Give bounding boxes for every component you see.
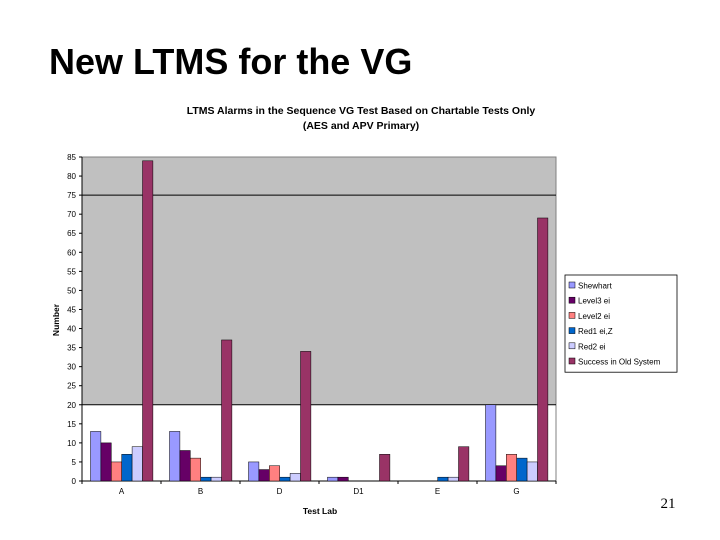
chart-subtitle: (AES and APV Primary): [303, 120, 419, 132]
bar: [327, 476, 339, 482]
bar: [485, 404, 497, 482]
bar: [379, 454, 391, 482]
bar: [458, 446, 470, 482]
legend-label: Red2 ei: [578, 342, 606, 351]
bar: [111, 461, 122, 482]
legend-label: Red1 ei,Z: [578, 327, 613, 336]
bar: [447, 476, 459, 482]
y-tick-label: 85: [67, 153, 76, 162]
legend-label: Level3 ei: [578, 297, 610, 306]
bar: [131, 446, 143, 482]
y-tick-label: 40: [67, 325, 76, 334]
y-tick-label: 50: [67, 286, 76, 295]
x-tick-label: D: [277, 487, 283, 496]
y-tick-label: 60: [67, 248, 76, 257]
bar: [537, 217, 549, 482]
y-tick-label: 10: [67, 439, 76, 448]
bar: [269, 465, 280, 482]
y-tick-label: 30: [67, 363, 76, 372]
x-tick-label: B: [198, 487, 203, 496]
legend-box: [564, 274, 678, 373]
bar: [300, 351, 312, 482]
x-tick-label: A: [119, 487, 125, 496]
legend-swatch: [568, 342, 576, 350]
legend-label: Success in Old System: [578, 358, 661, 367]
y-tick-label: 75: [67, 191, 76, 200]
bar: [142, 160, 154, 482]
bar: [248, 461, 260, 482]
legend-swatch: [568, 296, 576, 304]
legend-swatch: [568, 281, 576, 289]
axes: 0 5 10 15 20 25 30 35 40 45 50 55 60 65 70 75 80 85 A B D D1 E…: [67, 153, 557, 496]
bar: [337, 476, 349, 482]
bar: [221, 339, 233, 482]
page-number: 21: [660, 496, 676, 512]
bar: [210, 476, 222, 482]
chart-title: LTMS Alarms in the Sequence VG Test Base…: [187, 105, 536, 117]
bar: [506, 454, 517, 482]
x-tick-label: D1: [353, 487, 364, 496]
legend-label: Shewhart: [578, 282, 613, 291]
bar: [200, 476, 212, 482]
y-tick-label: 55: [67, 267, 76, 276]
y-tick-label: 65: [67, 229, 76, 238]
y-tick-label: 5: [72, 458, 77, 467]
y-tick-label: 35: [67, 344, 76, 353]
bar: [121, 454, 133, 482]
y-tick-label: 15: [67, 420, 76, 429]
bars: [90, 160, 549, 482]
y-tick-label: 70: [67, 210, 76, 219]
bar: [169, 431, 181, 482]
y-tick-label: 20: [67, 401, 76, 410]
y-axis-label: Number: [51, 303, 61, 336]
bar: [179, 450, 191, 482]
bar: [437, 476, 449, 482]
plot-lower-region: [82, 404, 556, 481]
bar: [526, 461, 538, 482]
bar: [279, 476, 291, 482]
bar: [516, 457, 528, 482]
slide-title: New LTMS for the VG: [49, 41, 413, 82]
legend: Shewhart Level3 ei Level2 ei Red1 ei,Z Red2 …: [564, 274, 678, 373]
y-tick-label: 80: [67, 172, 76, 181]
bar: [495, 465, 507, 482]
bar: [190, 457, 201, 482]
legend-swatch: [568, 357, 576, 365]
legend-label: Level2 ei: [578, 312, 610, 321]
x-tick-label: E: [435, 487, 440, 496]
legend-swatch: [568, 327, 576, 334]
y-tick-label: 45: [67, 305, 76, 314]
plot-area: [81, 156, 557, 482]
legend-swatch: [568, 312, 576, 319]
x-tick-label: G: [513, 487, 519, 496]
y-tick-label: 0: [72, 477, 77, 486]
y-tick-label: 25: [67, 382, 76, 391]
bar: [289, 473, 301, 482]
x-axis-label: Test Lab: [303, 506, 337, 516]
bar: [90, 431, 102, 482]
bar: [100, 442, 112, 482]
bar: [258, 469, 270, 482]
